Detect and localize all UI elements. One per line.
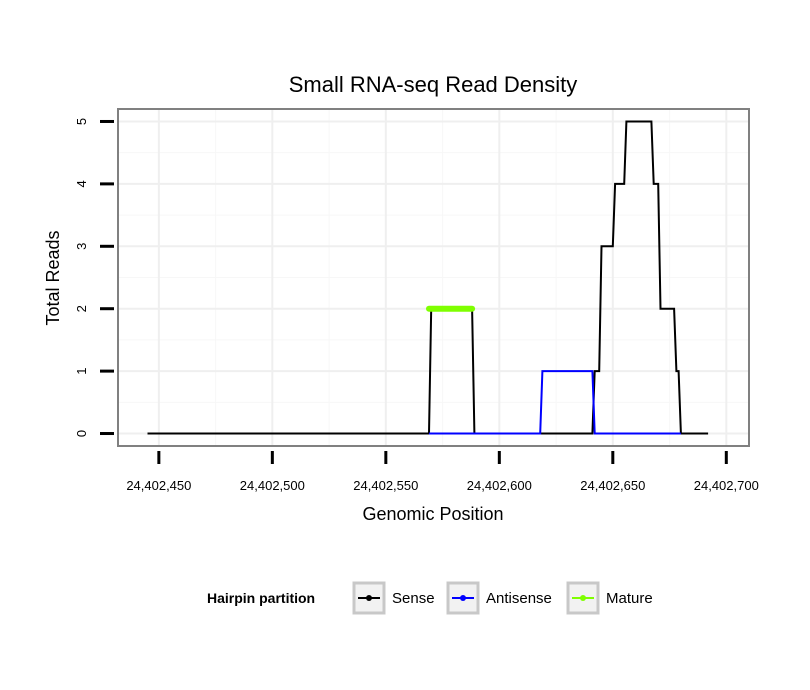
x-tick-label: 24,402,450 <box>126 478 191 493</box>
legend-label: Sense <box>392 590 435 607</box>
y-tick-label: 2 <box>74 305 89 312</box>
x-tick-label: 24,402,600 <box>467 478 532 493</box>
series-line-antisense <box>429 370 681 435</box>
plot-border <box>117 108 750 447</box>
y-tick-label: 4 <box>74 180 89 187</box>
x-axis-title: Genomic Position <box>362 504 503 524</box>
legend-item-mature: Mature <box>566 581 653 615</box>
x-tick-label: 24,402,550 <box>353 478 418 493</box>
x-tick-label: 24,402,650 <box>580 478 645 493</box>
legend-item-antisense: Antisense <box>446 581 552 615</box>
x-tick-label: 24,402,500 <box>240 478 305 493</box>
y-tick-label: 1 <box>74 367 89 374</box>
y-tick-label: 0 <box>74 430 89 437</box>
series-line-sense <box>147 120 709 435</box>
legend-key-point <box>460 595 466 601</box>
legend-title: Hairpin partition <box>207 590 315 606</box>
grid <box>118 109 749 446</box>
chart-title: Small RNA-seq Read Density <box>289 72 578 97</box>
legend-label: Antisense <box>486 590 552 607</box>
legend: Hairpin partition Sense Antisense Mature <box>207 581 653 615</box>
x-axis: 24,402,450 24,402,500 24,402,550 24,402,600… <box>126 451 759 493</box>
y-axis-title: Total Reads <box>43 230 63 325</box>
legend-label: Mature <box>606 590 653 607</box>
x-tick-label: 24,402,700 <box>694 478 759 493</box>
legend-item-sense: Sense <box>352 581 435 615</box>
series-group <box>147 120 709 435</box>
y-tick-label: 5 <box>74 118 89 125</box>
legend-key-point <box>580 595 586 601</box>
y-axis: 0 1 2 3 4 5 <box>74 118 114 437</box>
legend-key-point <box>366 595 372 601</box>
y-tick-label: 3 <box>74 243 89 250</box>
